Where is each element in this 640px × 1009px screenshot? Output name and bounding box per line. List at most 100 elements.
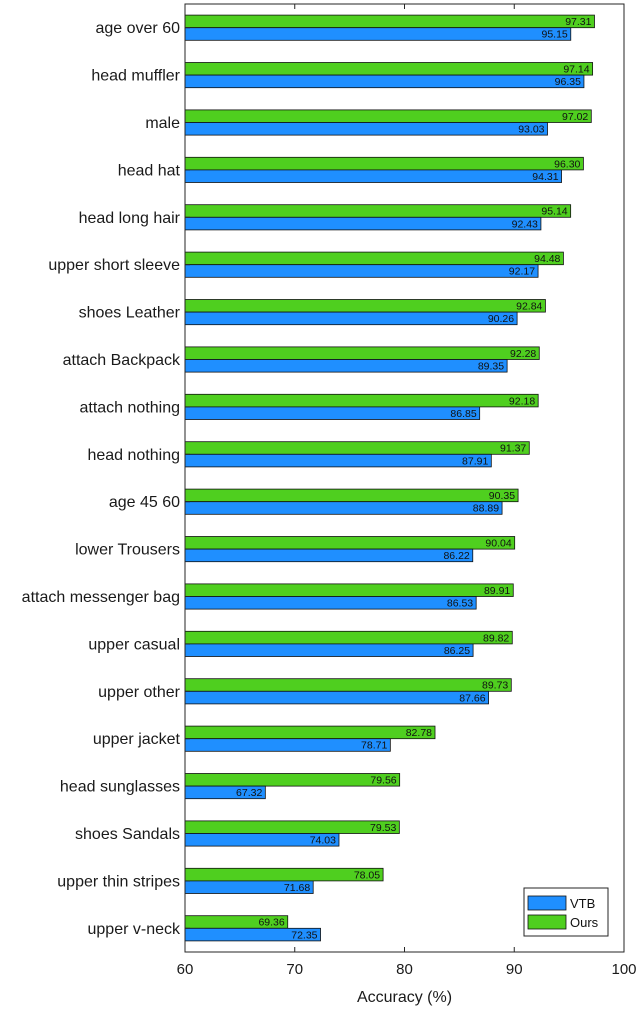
bar-ours-age-over-60 (184, 14, 595, 29)
data-label-ours-attach-messenger-bag: 89.91 (484, 585, 510, 597)
data-label-vtb-upper-other: 87.66 (459, 692, 485, 704)
category-label-male: male (145, 115, 180, 132)
bar-ours-head-muffler (184, 62, 594, 76)
bar-ours-head-long-hair (184, 204, 572, 218)
data-label-ours-head-long-hair: 95.14 (541, 206, 567, 218)
category-label-attach-backpack: attach Backpack (63, 352, 181, 369)
legend-label-ours: Ours (570, 915, 599, 930)
bar-ours-shoes-leather (184, 299, 546, 313)
data-label-ours-age-over-60: 97.31 (565, 16, 591, 28)
data-label-ours-shoes-leather: 92.84 (516, 301, 542, 313)
data-label-vtb-head-long-hair: 92.43 (512, 218, 538, 230)
bar-ours-shoes-sandals (184, 820, 400, 834)
category-labels-layer: age over 60 head muffler male head hat head … (22, 20, 181, 938)
category-label-head-muffler: head muffler (91, 68, 180, 85)
data-label-ours-upper-casual: 89.82 (483, 632, 509, 644)
bar-vtb-age-over-60 (184, 27, 572, 41)
bar-ours-upper-jacket (184, 725, 436, 740)
data-label-ours-attach-nothing: 92.18 (509, 395, 535, 407)
x-tick-label-80: 80 (396, 961, 413, 978)
x-tick-label-100: 100 (611, 961, 636, 978)
bar-ours-attach-messenger-bag (184, 583, 514, 597)
data-label-vtb-head-nothing: 87.91 (462, 455, 488, 467)
plot-area (185, 4, 624, 952)
x-tick-label-90: 90 (506, 961, 523, 978)
legend: VTB Ours (523, 887, 609, 937)
data-label-vtb-male: 93.03 (518, 124, 544, 136)
data-label-ours-head-nothing: 91.37 (500, 443, 526, 455)
bar-vtb-attach-messenger-bag (184, 596, 477, 610)
category-label-age-over-60: age over 60 (95, 20, 180, 37)
data-label-vtb-lower-trousers: 86.22 (443, 550, 469, 562)
bar-vtb-attach-backpack (184, 359, 508, 373)
data-label-vtb-age-over-60: 95.15 (541, 29, 567, 41)
bar-ours-attach-backpack (184, 346, 540, 360)
bar-ours-upper-other (184, 678, 512, 692)
bar-ours-head-hat (184, 156, 584, 171)
bar-vtb-shoes-leather (184, 311, 518, 326)
data-label-ours-head-sunglasses: 79.56 (370, 775, 396, 787)
data-label-vtb-upper-v-neck: 72.35 (291, 929, 317, 941)
data-label-ours-upper-short-sleeve: 94.48 (534, 253, 560, 265)
data-label-ours-upper-jacket: 82.78 (406, 727, 432, 739)
data-label-vtb-head-sunglasses: 67.32 (236, 787, 262, 799)
data-label-vtb-attach-backpack: 89.35 (478, 361, 504, 373)
category-label-head-long-hair: head long hair (79, 210, 181, 227)
bar-vtb-upper-short-sleeve (184, 264, 539, 278)
data-label-ours-shoes-sandals: 79.53 (370, 822, 396, 834)
data-label-vtb-head-hat: 94.31 (532, 171, 558, 183)
data-label-vtb-shoes-leather: 90.26 (488, 313, 514, 325)
bar-ours-upper-short-sleeve (184, 251, 564, 266)
data-label-ours-age-45-60: 90.35 (489, 490, 515, 502)
data-label-ours-head-hat: 96.30 (554, 158, 580, 170)
category-label-shoes-sandals: shoes Sandals (75, 826, 180, 843)
data-label-vtb-upper-jacket: 78.71 (361, 740, 387, 752)
data-label-vtb-age-45-60: 88.89 (473, 503, 499, 515)
bar-ours-male (184, 109, 592, 123)
data-label-ours-head-muffler: 97.14 (563, 64, 589, 76)
category-label-upper-casual: upper casual (88, 636, 180, 653)
category-label-attach-nothing: attach nothing (79, 399, 180, 416)
category-label-lower-trousers: lower Trousers (75, 542, 180, 559)
legend-swatch-ours (527, 914, 567, 930)
data-label-ours-male: 97.02 (562, 111, 588, 123)
data-label-ours-upper-thin-stripes: 78.05 (354, 869, 380, 881)
category-label-upper-other: upper other (98, 684, 181, 701)
bar-vtb-head-hat (184, 169, 562, 183)
bar-ours-attach-nothing (184, 393, 539, 408)
bar-ours-upper-casual (184, 630, 513, 645)
data-label-ours-upper-other: 89.73 (482, 680, 508, 692)
bar-vtb-upper-jacket (184, 738, 391, 752)
category-label-head-sunglasses: head sunglasses (60, 779, 180, 796)
legend-swatch-vtb (527, 895, 567, 911)
bar-vtb-age-45-60 (184, 501, 503, 515)
bar-vtb-attach-nothing (184, 406, 481, 420)
x-axis-label: Accuracy (%) (357, 989, 452, 1006)
category-label-age-45-60: age 45 60 (109, 494, 180, 511)
data-label-vtb-head-muffler: 96.35 (555, 76, 581, 88)
bar-vtb-upper-casual (184, 643, 474, 657)
bar-ours-head-nothing (184, 441, 530, 455)
bar-vtb-head-long-hair (184, 216, 542, 231)
bar-ours-lower-trousers (184, 536, 516, 550)
data-label-vtb-attach-nothing: 86.85 (450, 408, 476, 420)
category-label-attach-messenger-bag: attach messenger bag (22, 589, 180, 606)
data-label-vtb-shoes-sandals: 74.03 (310, 835, 336, 847)
category-label-upper-v-neck: upper v-neck (88, 921, 181, 938)
bar-vtb-upper-other (184, 690, 489, 705)
category-label-upper-jacket: upper jacket (93, 731, 181, 748)
data-label-vtb-upper-thin-stripes: 71.68 (284, 882, 310, 894)
legend-label-vtb: VTB (570, 896, 595, 911)
bar-vtb-male (184, 122, 548, 136)
bar-ours-age-45-60 (184, 488, 519, 503)
ticks-layer: 60 70 80 90 100 (177, 4, 637, 978)
category-label-upper-thin-stripes: upper thin stripes (57, 873, 180, 890)
x-tick-label-70: 70 (286, 961, 303, 978)
category-label-shoes-leather: shoes Leather (79, 305, 181, 322)
bar-vtb-head-muffler (184, 74, 585, 89)
category-label-head-hat: head hat (118, 162, 181, 179)
data-label-vtb-attach-messenger-bag: 86.53 (447, 598, 473, 610)
bar-ours-head-sunglasses (184, 773, 401, 787)
data-label-ours-upper-v-neck: 69.36 (258, 917, 284, 929)
